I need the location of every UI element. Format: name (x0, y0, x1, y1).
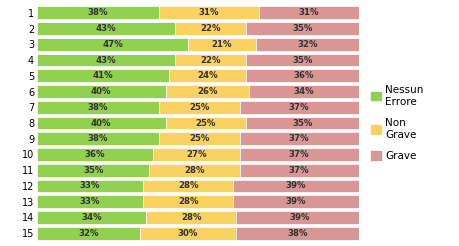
Text: 35%: 35% (291, 119, 312, 127)
Bar (239, 101, 358, 114)
Bar (37, 69, 168, 82)
Bar (149, 164, 239, 177)
Text: 34%: 34% (81, 213, 101, 222)
Bar (146, 211, 236, 224)
Text: 26%: 26% (197, 87, 217, 96)
Bar (37, 132, 159, 145)
Bar (239, 148, 358, 161)
Bar (37, 227, 140, 240)
Bar (258, 6, 358, 19)
Text: 40%: 40% (91, 119, 111, 127)
Text: 35%: 35% (291, 24, 312, 33)
Text: 38%: 38% (287, 229, 307, 238)
Text: 47%: 47% (102, 40, 123, 49)
Text: 43%: 43% (95, 24, 116, 33)
Text: 34%: 34% (293, 87, 313, 96)
Bar (168, 69, 246, 82)
Text: 36%: 36% (84, 150, 105, 159)
Bar (159, 101, 239, 114)
Text: 33%: 33% (79, 182, 100, 190)
Text: 22%: 22% (200, 56, 220, 64)
Text: 36%: 36% (293, 71, 313, 80)
Bar (37, 38, 188, 51)
Text: 28%: 28% (178, 182, 198, 190)
Text: 33%: 33% (79, 197, 100, 206)
Text: 31%: 31% (298, 8, 319, 17)
Bar (246, 54, 358, 66)
Bar (236, 227, 358, 240)
Text: 38%: 38% (88, 103, 108, 112)
Text: 41%: 41% (92, 71, 113, 80)
Bar (159, 6, 258, 19)
Bar (37, 85, 165, 98)
Text: 32%: 32% (78, 229, 98, 238)
Text: 37%: 37% (288, 134, 309, 143)
Bar (140, 227, 236, 240)
Bar (165, 117, 246, 129)
Text: 37%: 37% (288, 150, 309, 159)
Bar (37, 148, 152, 161)
Legend: Nessun
Errore, Non
Grave, Grave: Nessun Errore, Non Grave, Grave (366, 81, 426, 165)
Text: 24%: 24% (197, 71, 217, 80)
Text: 21%: 21% (211, 40, 232, 49)
Bar (246, 22, 358, 35)
Text: 28%: 28% (184, 166, 204, 175)
Text: 28%: 28% (181, 213, 201, 222)
Text: 40%: 40% (91, 87, 111, 96)
Text: 25%: 25% (189, 134, 209, 143)
Text: 39%: 39% (285, 197, 306, 206)
Bar (37, 195, 143, 208)
Bar (175, 22, 246, 35)
Bar (37, 101, 159, 114)
Bar (233, 180, 358, 192)
Bar (159, 132, 239, 145)
Bar (37, 164, 149, 177)
Text: 39%: 39% (288, 213, 309, 222)
Text: 27%: 27% (185, 150, 206, 159)
Bar (37, 211, 146, 224)
Bar (236, 211, 361, 224)
Bar (239, 164, 358, 177)
Text: 32%: 32% (297, 40, 317, 49)
Bar (249, 85, 358, 98)
Bar (239, 132, 358, 145)
Bar (143, 180, 233, 192)
Bar (37, 180, 143, 192)
Text: 31%: 31% (198, 8, 219, 17)
Text: 35%: 35% (83, 166, 103, 175)
Text: 35%: 35% (291, 56, 312, 64)
Text: 28%: 28% (178, 197, 198, 206)
Bar (37, 54, 175, 66)
Text: 37%: 37% (288, 166, 309, 175)
Bar (175, 54, 246, 66)
Bar (152, 148, 239, 161)
Text: 38%: 38% (88, 8, 108, 17)
Bar (37, 22, 175, 35)
Text: 25%: 25% (195, 119, 216, 127)
Text: 25%: 25% (189, 103, 209, 112)
Text: 37%: 37% (288, 103, 309, 112)
Bar (37, 6, 159, 19)
Bar (165, 85, 249, 98)
Text: 43%: 43% (95, 56, 116, 64)
Bar (246, 69, 361, 82)
Bar (143, 195, 233, 208)
Bar (188, 38, 255, 51)
Bar (37, 117, 165, 129)
Text: 38%: 38% (88, 134, 108, 143)
Bar (233, 195, 358, 208)
Text: 22%: 22% (200, 24, 220, 33)
Text: 30%: 30% (178, 229, 198, 238)
Bar (255, 38, 358, 51)
Bar (246, 117, 358, 129)
Text: 39%: 39% (285, 182, 306, 190)
